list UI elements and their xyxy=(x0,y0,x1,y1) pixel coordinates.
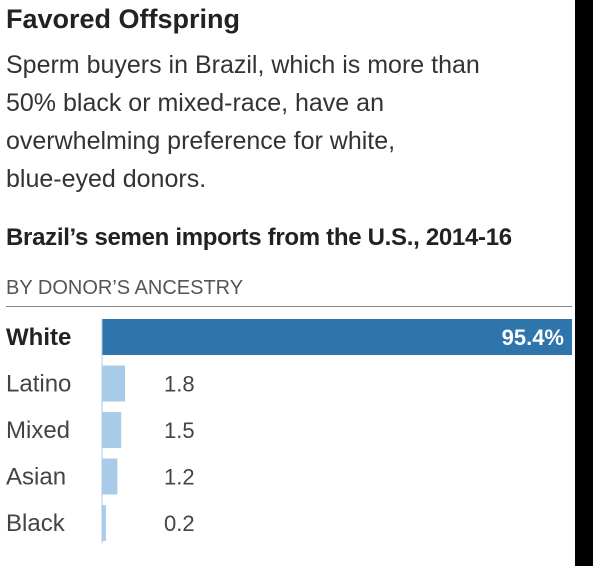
value-label: 1.2 xyxy=(164,465,195,490)
value-label: 1.5 xyxy=(164,418,195,443)
headline: Favored Offspring xyxy=(6,4,241,34)
chart-title: Brazil’s semen imports from the U.S., 20… xyxy=(6,224,512,251)
category-label: Mixed xyxy=(6,417,70,444)
deck-line: Sperm buyers in Brazil, which is more th… xyxy=(6,51,480,79)
deck-line: 50% black or mixed-race, have an xyxy=(6,89,384,117)
bar-black xyxy=(102,505,106,541)
deck-line: blue-eyed donors. xyxy=(6,165,207,193)
divider-rule xyxy=(6,306,572,307)
value-label: 95.4% xyxy=(502,325,564,350)
bar-chart: White 95.4% Latino 1.8 Mixed 1.5 Asian 1.2 Black… xyxy=(6,319,572,544)
category-label: White xyxy=(6,324,71,351)
deck-line: overwhelming preference for white, xyxy=(6,127,396,155)
bar-white xyxy=(102,319,572,355)
bar-asian xyxy=(102,458,118,495)
chart-subtitle: BY DONOR’S ANCESTRY xyxy=(6,277,244,299)
bar-mixed xyxy=(102,412,122,448)
chart-canvas: Favored Offspring Sperm buyers in Brazil… xyxy=(0,0,575,566)
value-label: 0.2 xyxy=(164,511,195,536)
category-label: Black xyxy=(6,510,66,537)
bar-latino xyxy=(102,365,126,402)
deck: Sperm buyers in Brazil, which is more th… xyxy=(6,46,566,198)
category-label: Latino xyxy=(6,371,71,398)
value-label: 1.8 xyxy=(164,372,195,397)
category-label: Asian xyxy=(6,464,66,491)
